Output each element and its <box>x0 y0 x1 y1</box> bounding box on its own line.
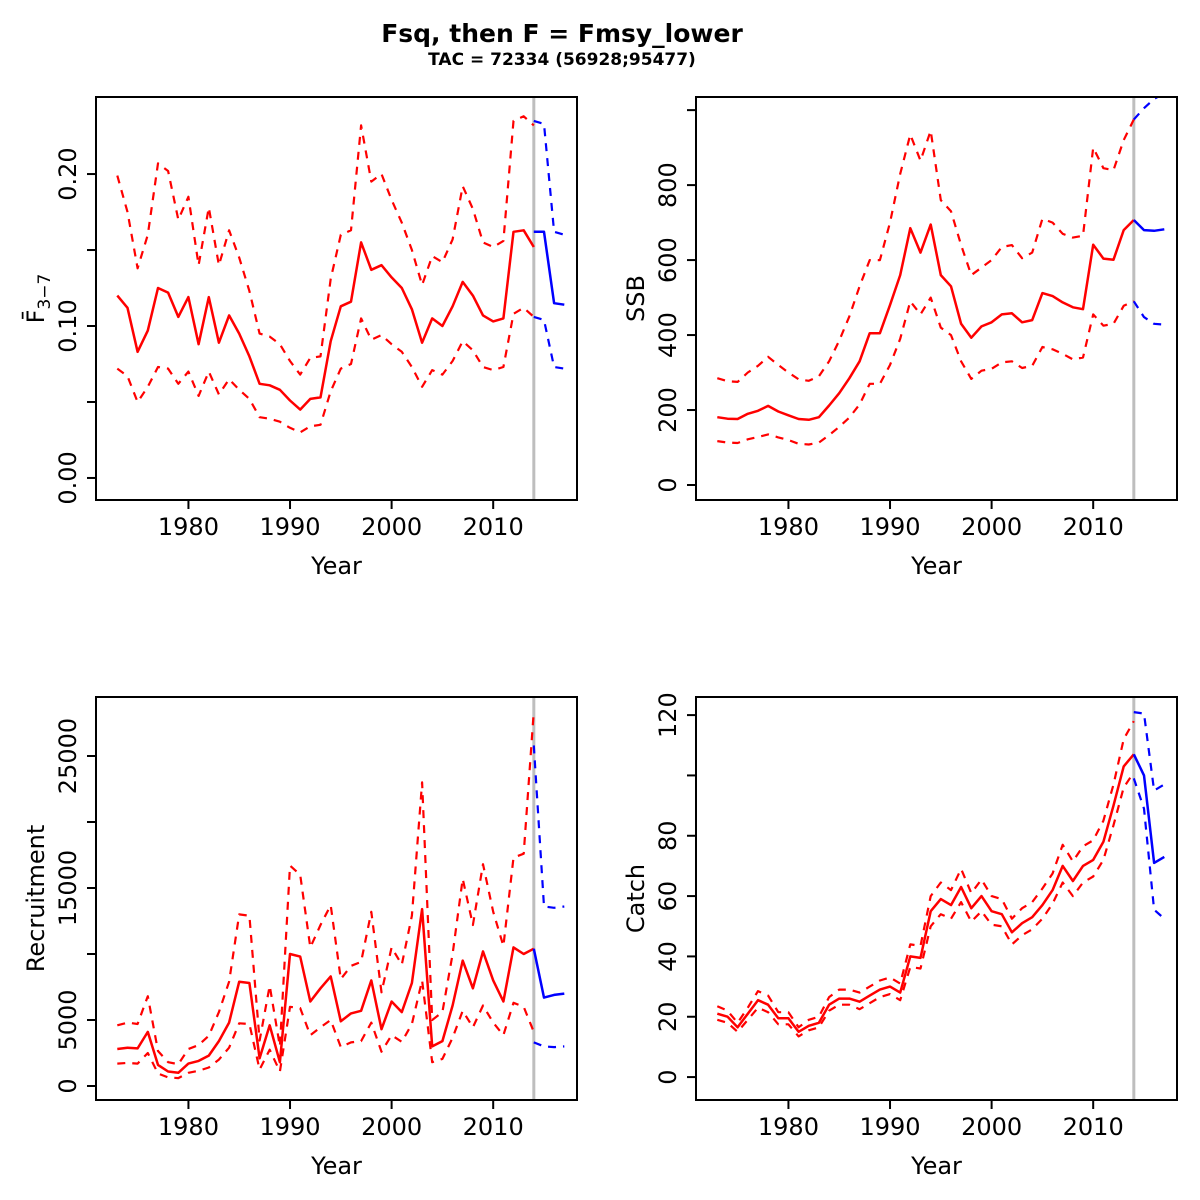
forecast-lower-ci-line <box>533 315 565 370</box>
forecast-lower-ci-line <box>1132 778 1166 920</box>
plot-box <box>695 696 1178 1101</box>
figure-subtitle: TAC = 72334 (56928;95477) <box>428 49 696 70</box>
y-tick-label: 0.20 <box>54 147 82 200</box>
x-tick-label: 2000 <box>361 513 422 541</box>
plot-area <box>716 97 1165 500</box>
upper-ci-line <box>716 720 1135 1029</box>
forecast-median-line <box>532 948 565 999</box>
axes: 1980 1990 2000 2010 0 20 40 60 80 120 <box>654 692 1178 1141</box>
forecast-median-line <box>1132 753 1165 865</box>
forecast-lower-ci-line <box>533 1041 565 1049</box>
y-axis-title: Catch <box>622 864 650 933</box>
lower-ci-line <box>717 296 1135 446</box>
x-axis-title: Year <box>310 1152 362 1180</box>
y-tick-label: 0 <box>654 1069 682 1084</box>
y-tick-label: 20 <box>654 1001 682 1032</box>
plot-box <box>695 96 1178 501</box>
forecast-upper-ci-line <box>532 745 565 909</box>
median-line <box>717 219 1135 422</box>
y-tick-label: 0.00 <box>54 451 82 504</box>
y-tick-label: 0 <box>54 1078 82 1093</box>
y-tick-label: 200 <box>654 387 682 433</box>
panel-catch: 1980 1990 2000 2010 0 20 40 60 80 120 Year Catch <box>622 692 1178 1180</box>
y-tick-label: 80 <box>654 820 682 851</box>
y-tick-label: 400 <box>654 312 682 358</box>
x-tick-label: 2000 <box>961 513 1022 541</box>
axes: 1980 1990 2000 2010 0 5000 15000 25000 <box>54 696 578 1141</box>
forecast-upper-ci-line <box>533 119 565 236</box>
y-tick-label: 800 <box>654 162 682 208</box>
x-tick-label: 2010 <box>1063 513 1124 541</box>
y-tick-label: 5000 <box>54 989 82 1050</box>
x-tick-label: 2010 <box>463 513 524 541</box>
x-axis-title: Year <box>910 552 962 580</box>
median-line <box>116 229 535 411</box>
x-tick-label: 2000 <box>961 1113 1022 1141</box>
y-axis-title: Recruitment <box>22 825 50 972</box>
median-line <box>716 753 1135 1034</box>
panel-ssb: 1980 1990 2000 2010 0 200 400 600 800 Year SSB <box>622 96 1178 580</box>
y-tick-label: 40 <box>654 941 682 972</box>
y-tick-label: 0.10 <box>54 299 82 352</box>
upper-ci-line <box>716 119 1135 383</box>
plot-area <box>716 697 1166 1100</box>
plot-area <box>117 697 565 1100</box>
lower-ci-line <box>117 979 535 1080</box>
y-tick-label: 60 <box>654 881 682 912</box>
x-tick-label: 1980 <box>758 513 819 541</box>
lower-ci-line <box>716 771 1135 1038</box>
forecast-lower-ci-line <box>1132 300 1165 326</box>
x-tick-label: 1990 <box>859 1113 920 1141</box>
plot-area <box>116 97 565 500</box>
y-tick-label: 600 <box>654 237 682 283</box>
axes: 1980 1990 2000 2010 0.00 0.10 0.20 <box>54 96 578 541</box>
y-axis-title: SSB <box>622 275 650 322</box>
forecast-median-line <box>1132 219 1165 233</box>
panel-fbar: 1980 1990 2000 2010 0.00 0.10 0.20 Year F̄3−7 <box>21 96 578 580</box>
y-tick-label: 120 <box>654 692 682 738</box>
forecast-median-line <box>533 230 565 306</box>
y-axis-title: F̄3−7 <box>21 274 55 324</box>
x-tick-label: 1990 <box>859 513 920 541</box>
forecast-upper-ci-line <box>1133 711 1165 792</box>
x-tick-label: 1980 <box>158 1113 219 1141</box>
x-tick-label: 1990 <box>259 513 320 541</box>
figure-title: Fsq, then F = Fmsy_lower <box>381 19 743 48</box>
upper-ci-line <box>116 115 535 376</box>
median-line <box>117 907 535 1075</box>
y-tick-label: 15000 <box>54 850 82 926</box>
x-tick-label: 2010 <box>1063 1113 1124 1141</box>
x-tick-label: 1990 <box>259 1113 320 1141</box>
upper-ci-line <box>117 711 535 1066</box>
figure-header: Fsq, then F = Fmsy_lower TAC = 72334 (56… <box>0 20 1124 69</box>
plot-box <box>95 696 578 1101</box>
y-tick-label: 0 <box>654 477 682 492</box>
x-axis-title: Year <box>310 552 362 580</box>
x-tick-label: 1980 <box>158 513 219 541</box>
x-tick-label: 2010 <box>463 1113 524 1141</box>
axes: 1980 1990 2000 2010 0 200 400 600 800 <box>654 96 1178 541</box>
panel-recruitment: 1980 1990 2000 2010 0 5000 15000 25000 Year Recru… <box>22 696 578 1180</box>
x-tick-label: 1980 <box>758 1113 819 1141</box>
plot-box <box>95 96 578 501</box>
forecast-upper-ci-line <box>1132 97 1160 121</box>
lower-ci-line <box>116 306 535 434</box>
x-tick-label: 2000 <box>361 1113 422 1141</box>
y-tick-label: 25000 <box>54 718 82 794</box>
x-axis-title: Year <box>910 1152 962 1180</box>
